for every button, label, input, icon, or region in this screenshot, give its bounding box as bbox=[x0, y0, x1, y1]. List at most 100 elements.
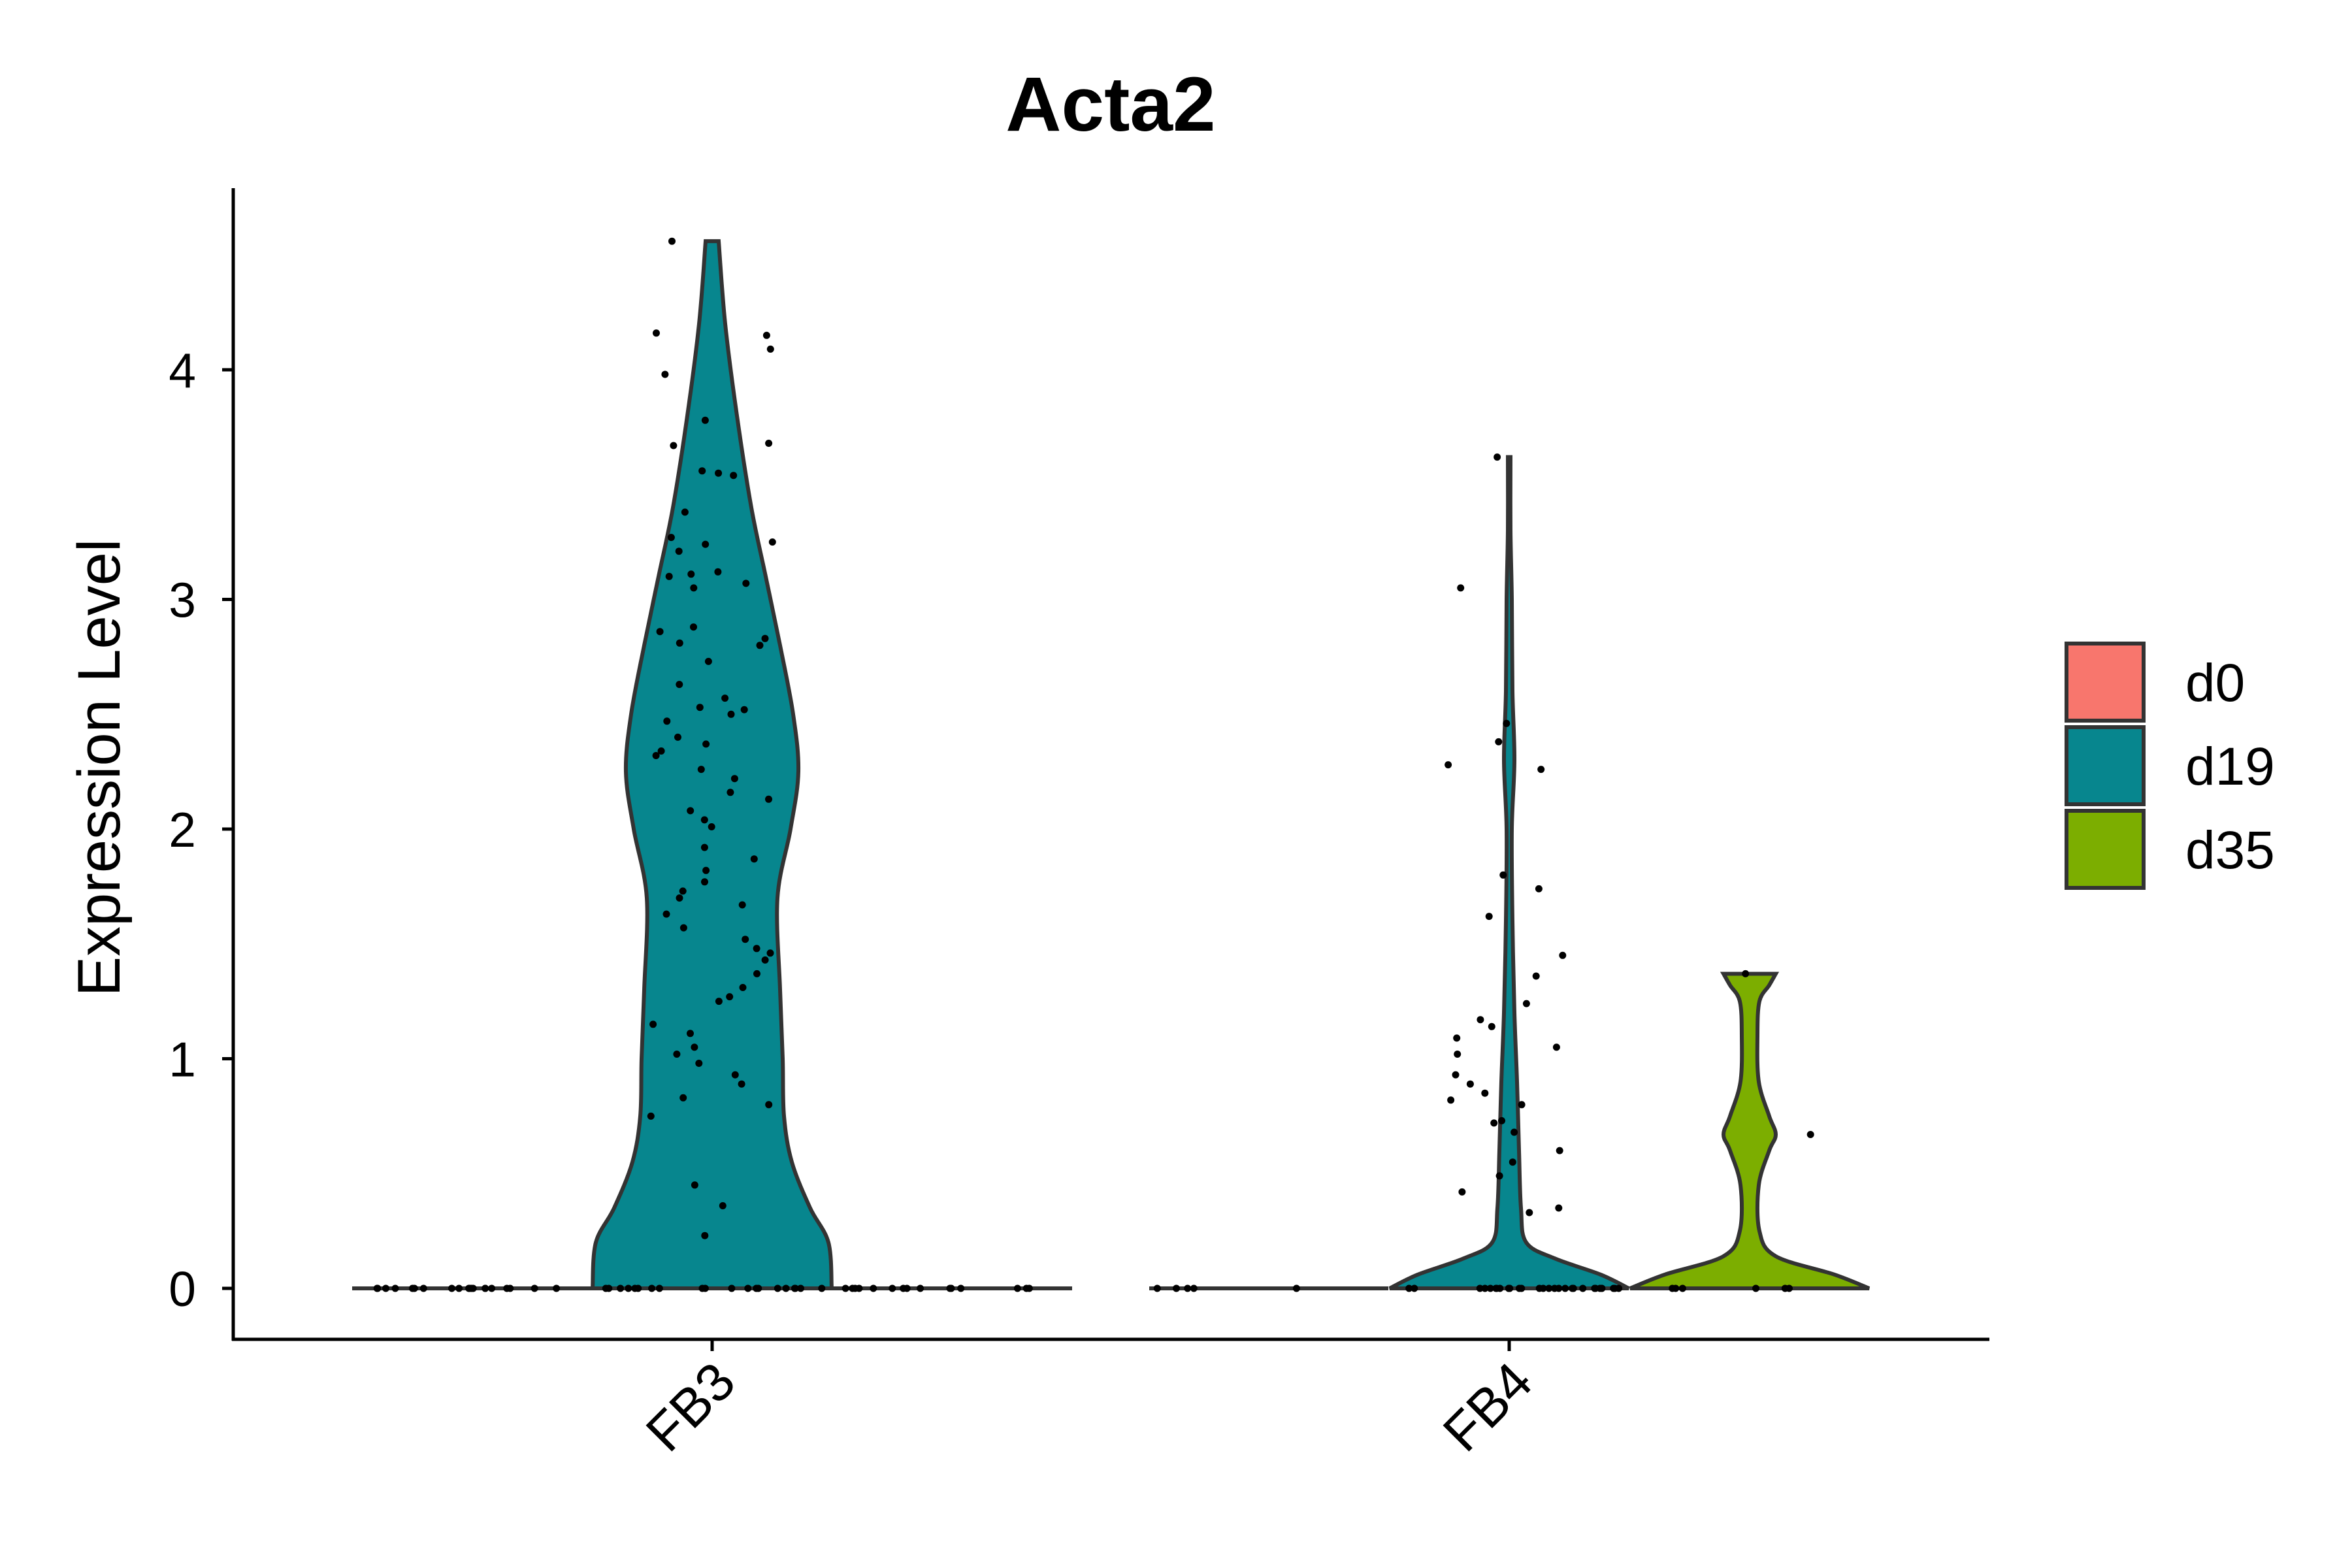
data-point bbox=[714, 568, 722, 576]
data-point bbox=[1173, 1284, 1180, 1292]
data-point bbox=[1559, 951, 1567, 959]
data-point bbox=[617, 1284, 625, 1292]
data-point bbox=[700, 843, 708, 851]
data-point bbox=[661, 370, 669, 378]
data-point bbox=[1466, 1080, 1474, 1088]
data-point bbox=[750, 855, 758, 863]
data-point bbox=[665, 572, 673, 580]
data-point bbox=[1498, 1117, 1505, 1124]
data-point bbox=[756, 642, 764, 649]
data-point bbox=[701, 1284, 709, 1292]
data-point bbox=[647, 1112, 655, 1120]
data-point bbox=[675, 547, 683, 555]
data-point bbox=[662, 910, 670, 918]
data-point bbox=[791, 1284, 798, 1292]
legend-label-d35: d35 bbox=[2185, 821, 2275, 880]
data-point bbox=[702, 540, 710, 548]
data-point bbox=[1786, 1284, 1793, 1292]
data-point bbox=[1672, 1284, 1680, 1292]
data-point bbox=[667, 534, 675, 542]
data-point bbox=[1742, 970, 1750, 977]
data-point bbox=[553, 1284, 561, 1292]
data-point bbox=[1025, 1284, 1033, 1292]
data-point bbox=[1453, 1034, 1461, 1042]
data-point bbox=[531, 1284, 538, 1292]
data-point bbox=[1495, 738, 1503, 745]
data-point bbox=[687, 570, 695, 578]
data-point bbox=[1486, 1284, 1494, 1292]
data-point bbox=[455, 1284, 463, 1292]
points-layer bbox=[373, 237, 1814, 1292]
data-point bbox=[634, 1284, 642, 1292]
violin-FB3-d19 bbox=[590, 239, 834, 1290]
data-point bbox=[1532, 972, 1540, 980]
data-point bbox=[721, 694, 729, 702]
data-point bbox=[730, 775, 738, 783]
data-point bbox=[382, 1284, 389, 1292]
legend-label-d0: d0 bbox=[2185, 653, 2245, 713]
data-point bbox=[744, 1284, 752, 1292]
data-point bbox=[715, 998, 723, 1005]
data-point bbox=[681, 508, 689, 516]
data-point bbox=[1405, 1284, 1413, 1292]
data-point bbox=[465, 1284, 473, 1292]
data-point bbox=[700, 816, 708, 824]
data-point bbox=[1591, 1284, 1599, 1292]
data-point bbox=[1556, 1147, 1563, 1154]
data-point bbox=[656, 628, 664, 636]
y-axis-label: Expression Level bbox=[66, 539, 133, 997]
data-point bbox=[774, 1284, 781, 1292]
data-point bbox=[674, 733, 681, 741]
data-point bbox=[1445, 761, 1452, 769]
data-point bbox=[753, 1284, 760, 1292]
data-point bbox=[1493, 1284, 1501, 1292]
data-point bbox=[691, 1181, 698, 1189]
data-point bbox=[1458, 1188, 1466, 1196]
data-point bbox=[679, 1094, 687, 1102]
data-point bbox=[1579, 1284, 1587, 1292]
data-point bbox=[690, 623, 697, 631]
data-point bbox=[946, 1284, 954, 1292]
data-point bbox=[648, 1284, 656, 1292]
data-point bbox=[679, 887, 687, 895]
data-point bbox=[1499, 871, 1507, 879]
data-point bbox=[702, 866, 710, 874]
data-point bbox=[1561, 1284, 1569, 1292]
data-point bbox=[1598, 1284, 1606, 1292]
data-point bbox=[1555, 1284, 1563, 1292]
data-point bbox=[663, 717, 671, 725]
data-point bbox=[1457, 584, 1465, 592]
data-point bbox=[448, 1284, 455, 1292]
y-tick-label: 0 bbox=[169, 1262, 196, 1316]
data-point bbox=[1535, 885, 1543, 892]
data-point bbox=[649, 1021, 657, 1028]
data-point bbox=[708, 823, 715, 830]
data-point bbox=[1485, 913, 1493, 921]
data-point bbox=[726, 993, 734, 1001]
data-point bbox=[1518, 1101, 1526, 1109]
data-point bbox=[676, 894, 683, 902]
data-point bbox=[698, 467, 706, 475]
legend-swatch-d35 bbox=[2065, 809, 2146, 890]
data-point bbox=[1481, 1284, 1489, 1292]
data-point bbox=[1537, 766, 1545, 774]
violins-layer bbox=[352, 239, 1870, 1290]
data-point bbox=[419, 1284, 427, 1292]
data-point bbox=[605, 1284, 613, 1292]
legend: d0 d19 d35 bbox=[2065, 642, 2275, 890]
data-point bbox=[1292, 1284, 1300, 1292]
data-point bbox=[506, 1284, 514, 1292]
data-point bbox=[1411, 1284, 1418, 1292]
data-point bbox=[701, 1232, 709, 1239]
y-tick-label: 2 bbox=[169, 802, 196, 857]
data-point bbox=[1752, 1284, 1759, 1292]
data-point bbox=[1806, 1131, 1814, 1138]
data-point bbox=[687, 1030, 694, 1037]
data-point bbox=[701, 878, 708, 886]
data-point bbox=[1447, 1096, 1455, 1104]
data-point bbox=[668, 237, 676, 245]
violin-FB4-d19 bbox=[1388, 455, 1630, 1290]
chart-title: Acta2 bbox=[1005, 61, 1215, 148]
data-point bbox=[782, 1284, 790, 1292]
data-point bbox=[818, 1284, 826, 1292]
